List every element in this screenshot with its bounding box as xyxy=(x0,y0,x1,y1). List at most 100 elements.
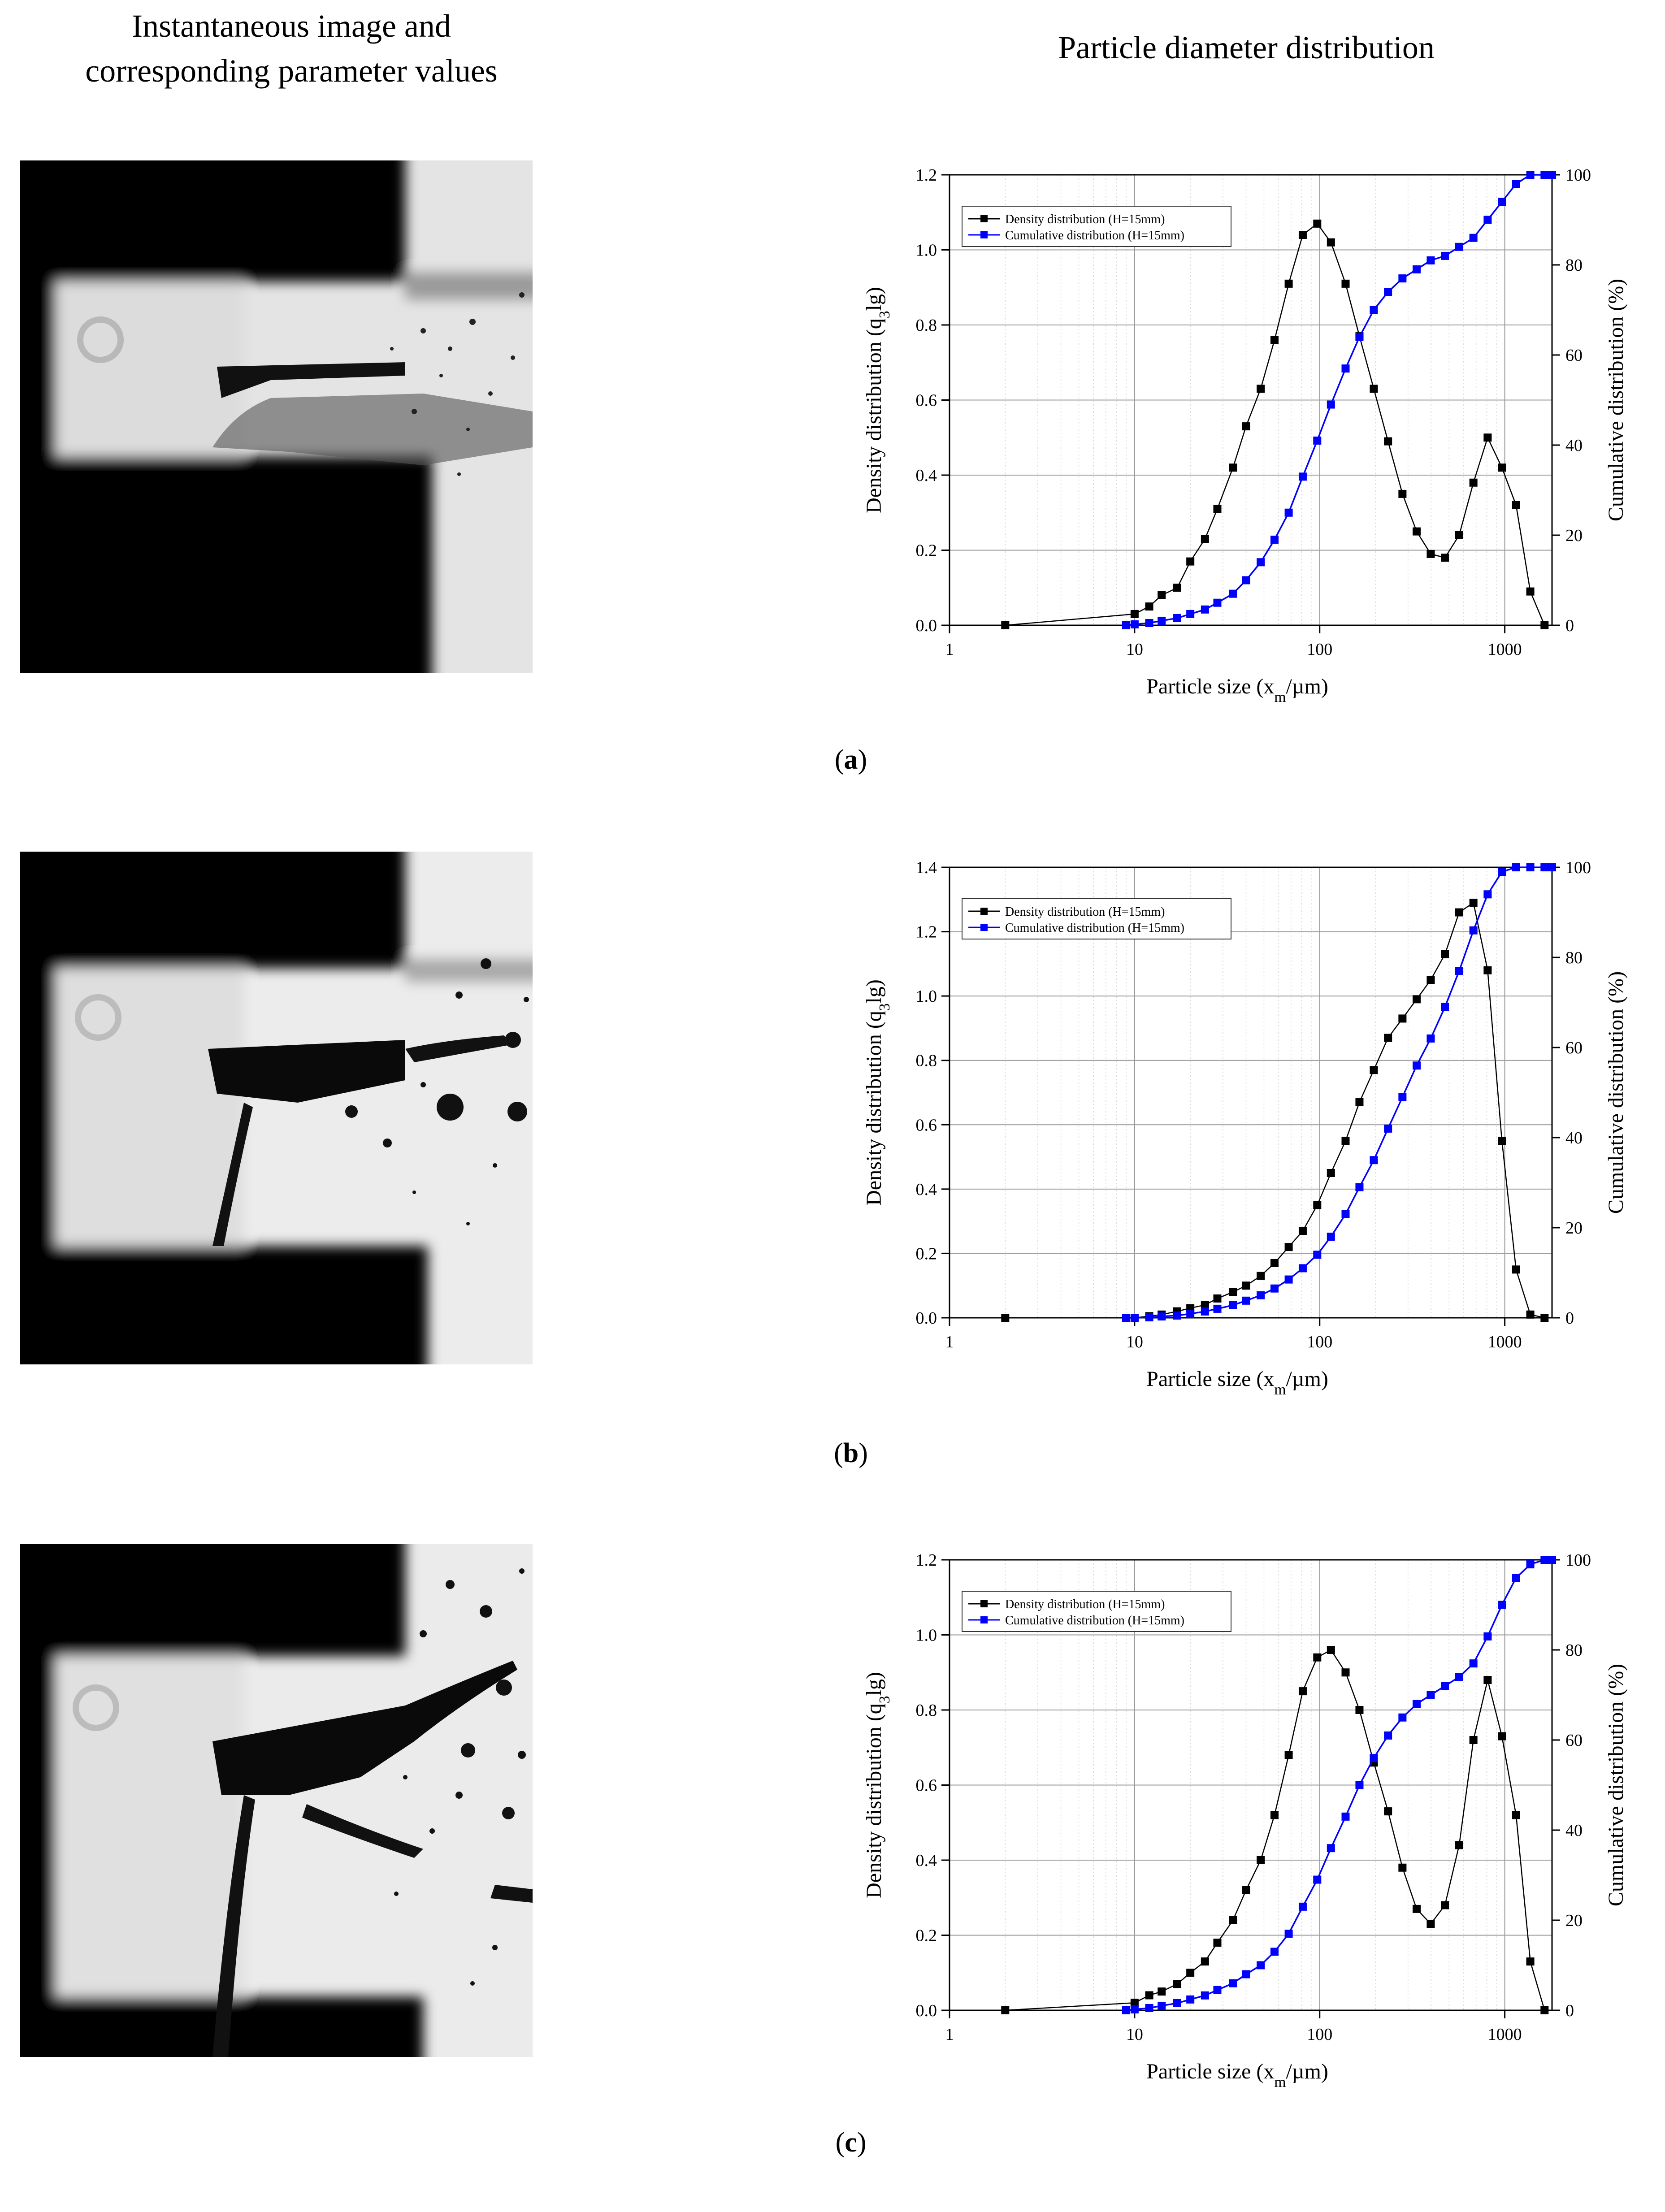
x-tick-label: 1000 xyxy=(1488,2025,1522,2044)
cumulative-marker xyxy=(1370,306,1378,314)
density-marker xyxy=(1540,2006,1549,2014)
cumulative-marker xyxy=(1355,333,1364,341)
density-marker xyxy=(1498,463,1506,472)
density-marker xyxy=(1498,1732,1506,1740)
y-tick-label-right: 40 xyxy=(1565,1129,1583,1147)
cumulative-marker xyxy=(1370,1156,1378,1164)
cumulative-marker xyxy=(1427,1691,1435,1699)
x-tick-label: 1000 xyxy=(1488,1333,1522,1351)
density-marker xyxy=(1384,437,1392,446)
y-axis-title-left: Density distribution (q3lg) xyxy=(862,287,893,513)
density-marker xyxy=(1284,279,1293,288)
cumulative-marker xyxy=(1498,198,1506,206)
x-tick-label: 10 xyxy=(1126,640,1143,659)
density-marker xyxy=(1270,1811,1279,1819)
cumulative-marker xyxy=(1526,1560,1535,1569)
cumulative-marker xyxy=(1229,1979,1237,1987)
plot-frame xyxy=(949,866,1553,1319)
cumulative-marker xyxy=(1270,1284,1279,1293)
density-marker xyxy=(1512,1811,1520,1819)
y-tick-label-left: 1.0 xyxy=(916,241,937,260)
y-tick-label-left: 0.0 xyxy=(916,1309,937,1328)
legend-box xyxy=(962,898,1231,939)
cumulative-marker xyxy=(1398,1093,1407,1101)
density-marker xyxy=(1469,1736,1478,1744)
y-tick-label-left: 1.4 xyxy=(916,858,937,877)
x-tick-label: 100 xyxy=(1307,1333,1332,1351)
density-marker xyxy=(1257,1856,1265,1864)
cumulative-marker xyxy=(1213,598,1222,607)
chart-panel-b: 1 10 100 1000 0.0 0.2 0.4 0.6 0.8 1.0 1.2 1.4 0 20 40 6… xyxy=(834,858,1628,1468)
cumulative-marker xyxy=(1427,1034,1435,1043)
cumulative-marker xyxy=(1469,234,1478,242)
density-marker xyxy=(1201,535,1209,543)
density-marker xyxy=(1441,1901,1449,1909)
y-tick-label-right: 0 xyxy=(1565,2001,1574,2020)
cumulative-marker xyxy=(1540,171,1549,179)
y-tick-label-left: 0.4 xyxy=(916,1851,937,1870)
density-marker xyxy=(1313,219,1322,228)
density-marker xyxy=(1412,995,1421,1004)
y-tick-label-left: 0.4 xyxy=(916,1180,937,1199)
legend-label: Cumulative distribution (H=15mm) xyxy=(1005,229,1184,242)
density-marker xyxy=(1526,1957,1535,1966)
cumulative-marker xyxy=(1384,1124,1392,1133)
cumulative-marker xyxy=(1398,274,1407,283)
y-tick-label-right: 80 xyxy=(1565,948,1583,967)
instantaneous-image-b xyxy=(20,852,533,1364)
y-tick-label-left: 1.2 xyxy=(916,166,937,185)
density-marker xyxy=(1242,1281,1250,1290)
cumulative-marker xyxy=(1412,1061,1421,1070)
density-marker xyxy=(1384,1807,1392,1816)
x-tick-label: 1 xyxy=(945,2025,954,2044)
cumulative-marker xyxy=(1455,967,1463,975)
y-tick-label-right: 20 xyxy=(1565,526,1583,545)
cumulative-marker xyxy=(1201,1991,1209,2000)
cumulative-marker xyxy=(1158,616,1166,625)
density-marker xyxy=(1498,1137,1506,1145)
cumulative-marker xyxy=(1483,890,1492,899)
x-tick-label: 10 xyxy=(1126,1333,1143,1351)
cumulative-marker xyxy=(1186,1995,1195,2004)
y-tick-label-left: 1.0 xyxy=(916,1626,937,1645)
cumulative-marker xyxy=(1130,1314,1139,1322)
density-marker xyxy=(1355,1706,1364,1714)
density-marker xyxy=(1229,1288,1237,1296)
y-tick-label-right: 20 xyxy=(1565,1911,1583,1930)
cumulative-marker xyxy=(1145,2004,1153,2012)
cumulative-marker xyxy=(1257,1961,1265,1970)
density-marker xyxy=(1186,557,1195,566)
legend-marker xyxy=(980,215,988,222)
cumulative-marker xyxy=(1229,1301,1237,1309)
plot-frame xyxy=(949,174,1553,626)
cumulative-marker xyxy=(1384,288,1392,296)
density-marker xyxy=(1001,2006,1010,2014)
cumulative-marker xyxy=(1186,1309,1195,1318)
cumulative-marker xyxy=(1173,1311,1182,1320)
y-tick-label-left: 0.6 xyxy=(916,391,937,410)
cumulative-marker xyxy=(1122,2006,1130,2014)
density-marker xyxy=(1341,279,1350,288)
x-tick-label: 100 xyxy=(1307,2025,1332,2044)
density-marker xyxy=(1257,385,1265,393)
density-marker xyxy=(1327,238,1335,247)
density-marker xyxy=(1540,621,1549,629)
panel-caption: (c) xyxy=(836,2127,867,2158)
cumulative-marker xyxy=(1512,863,1520,871)
y-tick-label-right: 60 xyxy=(1565,1731,1583,1750)
density-marker xyxy=(1158,591,1166,599)
cumulative-marker xyxy=(1498,1601,1506,1609)
cumulative-marker xyxy=(1130,620,1139,628)
cumulative-marker xyxy=(1512,180,1520,188)
y-axis-title-right: Cumulative distribution (%) xyxy=(1604,279,1628,521)
density-marker xyxy=(1512,501,1520,509)
density-marker xyxy=(1130,1999,1139,2007)
cumulative-marker xyxy=(1122,621,1130,629)
y-tick-label-left: 0.8 xyxy=(916,1052,937,1070)
cumulative-marker xyxy=(1213,1304,1222,1313)
density-marker xyxy=(1455,531,1463,539)
cumulative-marker xyxy=(1412,1700,1421,1708)
y-tick-label-right: 20 xyxy=(1565,1219,1583,1238)
density-marker xyxy=(1284,1243,1293,1251)
y-tick-label-left: 0.2 xyxy=(916,541,937,560)
